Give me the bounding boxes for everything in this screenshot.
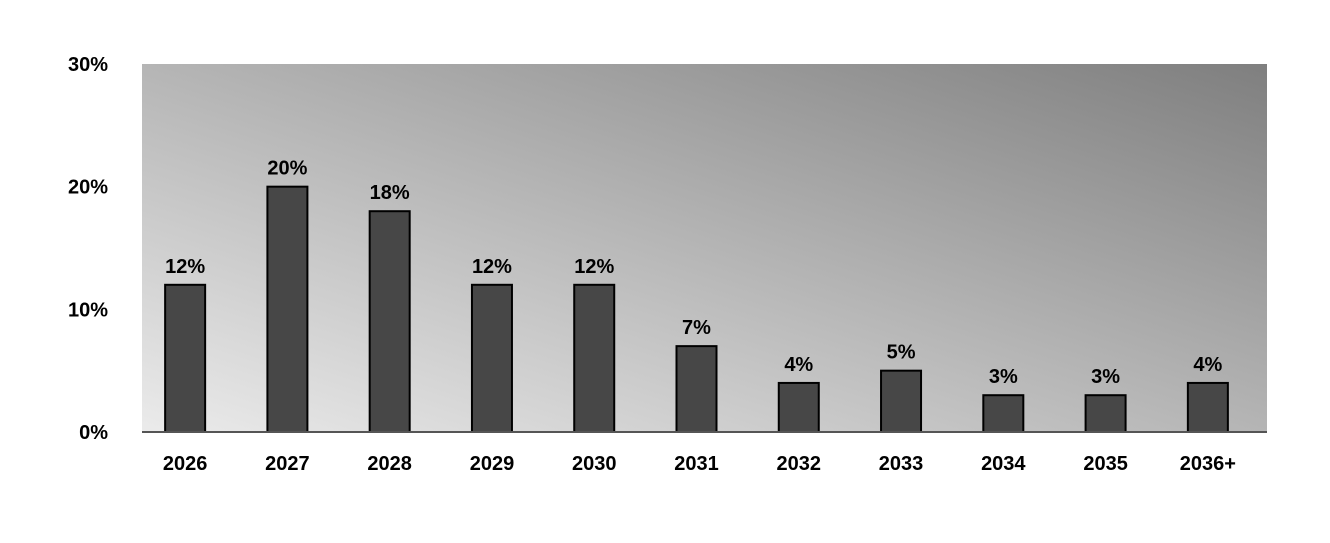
data-label-2034: 3% xyxy=(989,366,1018,388)
x-tick-label-2034: 2034 xyxy=(981,453,1026,475)
x-axis-tick-labels: 2026 2027 2028 2029 2030 2031 2032 2033 2034 2035… xyxy=(163,453,1236,475)
bar-2036+ xyxy=(1186,381,1229,433)
data-label-2026: 12% xyxy=(165,256,205,278)
y-tick-label: 0% xyxy=(79,422,108,444)
y-tick-label: 30% xyxy=(68,54,108,76)
data-label-2033: 5% xyxy=(887,342,916,364)
data-label-2028: 18% xyxy=(370,182,410,204)
data-label-2036+: 4% xyxy=(1193,354,1222,376)
x-tick-label-2026: 2026 xyxy=(163,453,208,475)
bar-2029 xyxy=(470,283,513,433)
bar-2028 xyxy=(368,210,411,433)
x-tick-label-2031: 2031 xyxy=(674,453,719,475)
y-axis-tick-labels: 0% 10% 20% 30% xyxy=(68,54,108,444)
bars-group xyxy=(164,185,1229,434)
x-tick-label-2030: 2030 xyxy=(572,453,617,475)
data-label-2035: 3% xyxy=(1091,366,1120,388)
data-label-2032: 4% xyxy=(784,354,813,376)
bar-2034 xyxy=(982,394,1025,434)
y-tick-label: 10% xyxy=(68,299,108,321)
bar-2031 xyxy=(675,345,718,433)
x-tick-label-2033: 2033 xyxy=(879,453,924,475)
x-tick-label-2036+: 2036+ xyxy=(1180,453,1236,475)
bar-2026 xyxy=(164,283,207,433)
data-label-2029: 12% xyxy=(472,256,512,278)
x-tick-label-2027: 2027 xyxy=(265,453,310,475)
x-tick-label-2029: 2029 xyxy=(470,453,515,475)
bar-2030 xyxy=(573,283,616,433)
data-label-2030: 12% xyxy=(574,256,614,278)
data-label-2027: 20% xyxy=(267,158,307,180)
y-tick-label: 20% xyxy=(68,177,108,199)
x-tick-label-2035: 2035 xyxy=(1083,453,1128,475)
bar-2032 xyxy=(777,381,820,433)
data-label-2031: 7% xyxy=(682,317,711,339)
bar-2035 xyxy=(1084,394,1127,434)
data-labels-group: 12% 20% 18% 12% 12% 7% 4% 5% 3% 3% 4% xyxy=(165,158,1222,389)
bar-2033 xyxy=(880,369,923,433)
bar-2027 xyxy=(266,185,309,433)
x-tick-label-2032: 2032 xyxy=(777,453,822,475)
x-tick-label-2028: 2028 xyxy=(367,453,412,475)
